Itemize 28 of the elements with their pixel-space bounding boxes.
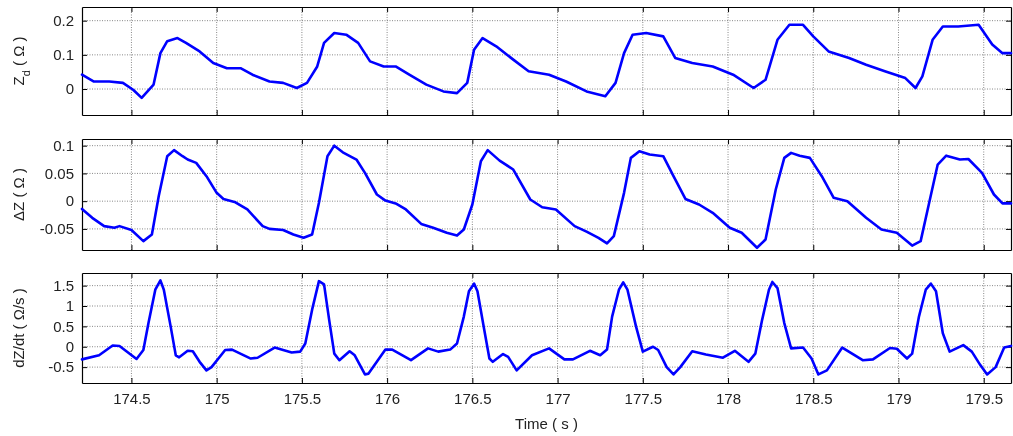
x-tick-label: 176 (375, 389, 401, 407)
y-tick-label: 0.5 (53, 317, 74, 335)
y-tick-label: 0.05 (44, 164, 74, 182)
y-tick-label: 0.1 (53, 136, 74, 154)
x-tick-label: 178 (716, 389, 742, 407)
line-series (80, 279, 1013, 376)
y-tick-label: 0.1 (53, 46, 74, 64)
x-tick-label: 175.5 (283, 389, 322, 407)
y-axis-title: dZ/dt ( Ω/s ) (10, 288, 27, 368)
x-tick-label: 177.5 (624, 389, 663, 407)
y-tick-label: 0 (65, 80, 74, 98)
x-tick-label: 175 (204, 389, 230, 407)
y-tick-label: -0.05 (39, 220, 74, 238)
y-tick-label: 1.5 (53, 276, 74, 294)
y-tick-label: -0.5 (48, 358, 74, 376)
line-series (80, 23, 1013, 100)
y-tick-label: 1 (65, 297, 74, 315)
x-tick-label: 179.5 (965, 389, 1003, 407)
y-axis-title: ΔZ ( Ω ) (10, 168, 27, 221)
x-axis-title: Time ( s ) (515, 415, 578, 432)
y-tick-label: 0.2 (53, 11, 74, 29)
x-tick-label: 177 (545, 389, 571, 407)
x-tick-label: 179 (886, 389, 912, 407)
x-tick-label: 176.5 (454, 389, 492, 407)
x-tick-label: 178.5 (794, 389, 833, 407)
y-tick-label: 0 (65, 338, 74, 356)
y-tick-label: 0 (65, 192, 74, 210)
x-tick-label: 174.5 (113, 389, 151, 407)
